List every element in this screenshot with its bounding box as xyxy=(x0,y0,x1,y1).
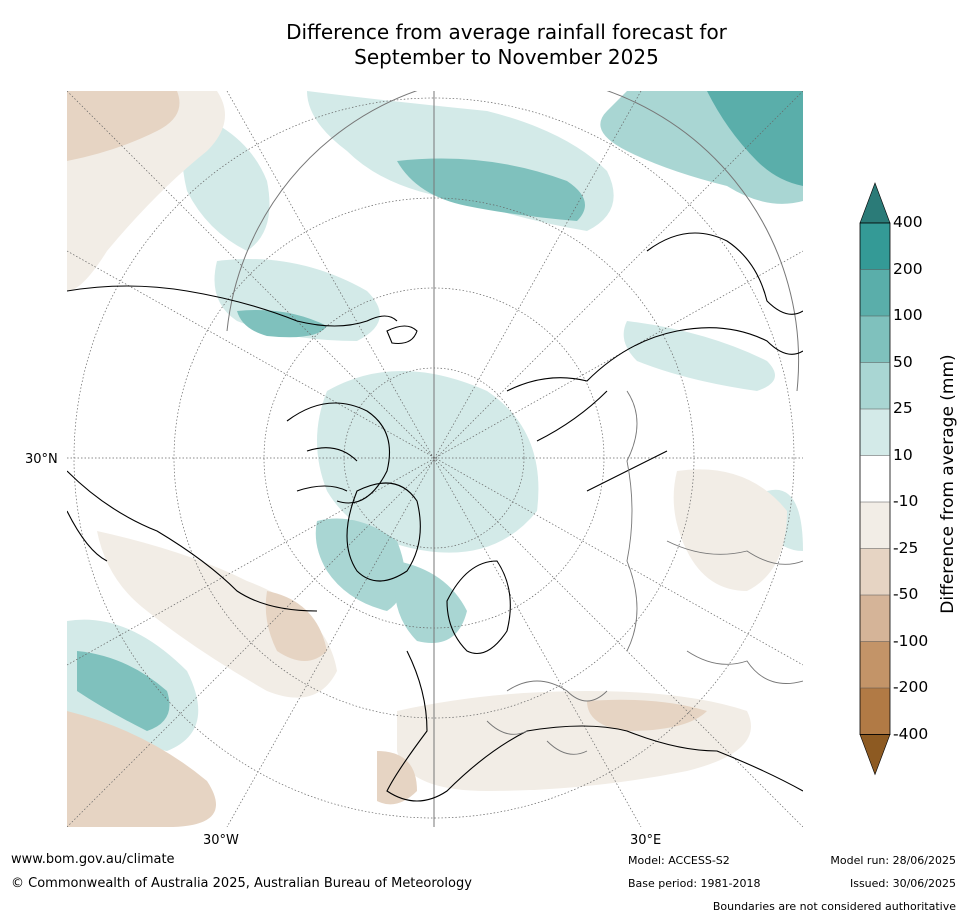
colorbar-tick-label: -400 xyxy=(893,724,929,743)
base-period: Base period: 1981-2018 xyxy=(628,877,761,890)
colorbar-tick-label: 400 xyxy=(893,213,923,231)
dry-region-north-pacific xyxy=(97,531,337,698)
colorbar-tick-label: 25 xyxy=(893,399,913,417)
wet-region-scandinavia xyxy=(394,561,467,643)
title-line-1: Difference from average rainfall forecas… xyxy=(286,20,727,44)
colorbar-swatch-dry_10 xyxy=(860,502,890,549)
colorbar-swatch-wet_100 xyxy=(860,316,890,363)
dry-region-mediterranean xyxy=(397,691,751,791)
lon-label-30w: 30°W xyxy=(203,833,239,848)
website-link[interactable]: www.bom.gov.au/climate xyxy=(11,852,175,867)
lat-label-30n: 30°N xyxy=(25,452,58,467)
model-run-date: Model run: 28/06/2025 xyxy=(830,854,956,867)
dry-region-pacific-south xyxy=(67,711,216,827)
wet-region-north-atlantic-core xyxy=(707,91,803,186)
colorbar-tick-label: 100 xyxy=(893,306,923,324)
coast-siberia-east xyxy=(646,232,803,315)
colorbar-tick-label: -10 xyxy=(893,492,919,510)
wet-region-canada-coast xyxy=(237,310,327,338)
colorbar-swatch-wet_25 xyxy=(860,409,890,456)
colorbar-extend-bottom xyxy=(859,734,891,776)
boundary-disclaimer: Boundaries are not considered authoritat… xyxy=(712,900,956,913)
copyright-text: © Commonwealth of Australia 2025, Austra… xyxy=(11,876,472,891)
colorbar-tick-label: 200 xyxy=(893,259,923,278)
lon-label-30e: 30°E xyxy=(630,833,662,848)
colorbar-tick-label: -100 xyxy=(893,631,929,650)
colorbar-dividers xyxy=(859,222,891,735)
coast-north-america xyxy=(67,285,398,612)
coastlines xyxy=(67,232,803,802)
rainfall-anomaly-map xyxy=(67,91,803,827)
wet-anomaly-regions xyxy=(67,91,803,751)
map-canvas xyxy=(67,91,803,827)
colorbar-tick-label: -25 xyxy=(893,538,919,557)
coast-iceland xyxy=(386,325,418,345)
wet-region-siberia xyxy=(623,321,775,391)
colorbar-extend-top xyxy=(859,182,891,224)
wet-region-pacific-core xyxy=(77,651,170,731)
dry-region-northwest-core xyxy=(67,91,180,161)
issued-date: Issued: 30/06/2025 xyxy=(849,877,956,890)
colorbar-swatch-wet_400 xyxy=(860,223,890,270)
colorbar-swatch-wet_50 xyxy=(860,362,890,409)
colorbar-tick-label: -50 xyxy=(893,585,919,603)
wet-region-greenland xyxy=(315,518,405,611)
colorbar-tick-label: -200 xyxy=(893,678,929,696)
colorbar-tick-label: 10 xyxy=(893,445,913,464)
map-title: Difference from average rainfall forecas… xyxy=(0,20,965,70)
colorbar-swatch-wet_200 xyxy=(860,269,890,316)
colorbar-tick-label: 50 xyxy=(893,352,913,371)
country-borders xyxy=(486,390,803,755)
coast-arctic-archipelago xyxy=(286,402,391,504)
model-name: Model: ACCESS-S2 xyxy=(628,854,730,867)
dry-anomaly-regions xyxy=(67,91,787,827)
coast-greenland xyxy=(346,482,421,582)
wet-region-norwegian-sea xyxy=(397,158,585,221)
colorbar-swatches xyxy=(859,182,891,776)
colorbar-swatch-dry_100 xyxy=(860,641,890,688)
horizon-circle xyxy=(226,91,800,392)
colorbar-swatch-dry_50 xyxy=(860,595,890,642)
coast-scandinavia xyxy=(446,560,511,655)
colorbar-swatch-neutral xyxy=(860,455,890,502)
colorbar-title: Difference from average (mm) xyxy=(938,354,958,614)
colorbar xyxy=(859,182,891,776)
coast-russia-north xyxy=(506,327,803,492)
colorbar-swatch-dry_25 xyxy=(860,548,890,595)
colorbar-swatch-dry_200 xyxy=(860,688,890,735)
dry-region-central-asia xyxy=(673,469,787,591)
title-line-2: September to November 2025 xyxy=(354,45,659,69)
coast-europe xyxy=(386,650,803,802)
